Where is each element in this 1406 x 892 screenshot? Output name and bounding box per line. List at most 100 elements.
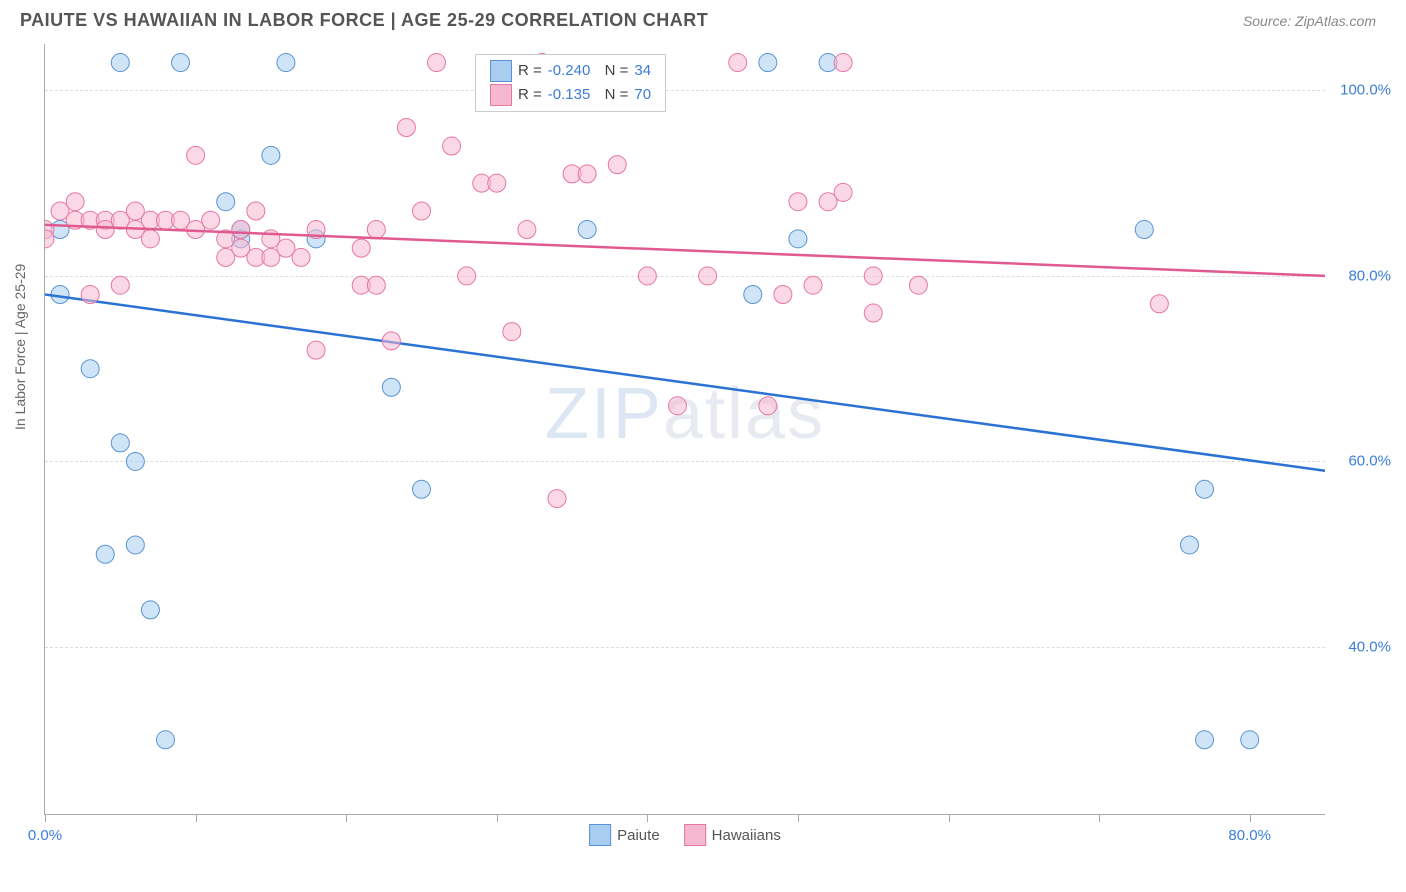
legend-text: N = xyxy=(596,83,628,107)
scatter-point xyxy=(1241,731,1259,749)
scatter-point xyxy=(382,332,400,350)
legend-r-value: -0.135 xyxy=(548,83,591,107)
scatter-point xyxy=(503,323,521,341)
header: PAIUTE VS HAWAIIAN IN LABOR FORCE | AGE … xyxy=(0,0,1406,37)
scatter-point xyxy=(111,276,129,294)
y-tick-label: 80.0% xyxy=(1348,267,1391,284)
scatter-point xyxy=(1196,731,1214,749)
x-tick-label: 0.0% xyxy=(28,827,62,844)
scatter-point xyxy=(367,276,385,294)
scatter-point xyxy=(292,248,310,266)
scatter-point xyxy=(111,434,129,452)
scatter-point xyxy=(81,360,99,378)
correlation-legend: R = -0.240 N = 34R = -0.135 N = 70 xyxy=(475,54,666,112)
scatter-point xyxy=(488,174,506,192)
scatter-point xyxy=(81,285,99,303)
scatter-point xyxy=(1135,221,1153,239)
scatter-point xyxy=(909,276,927,294)
scatter-point xyxy=(518,221,536,239)
x-tick xyxy=(497,814,498,822)
scatter-point xyxy=(638,267,656,285)
scatter-point xyxy=(864,304,882,322)
scatter-point xyxy=(864,267,882,285)
legend-text: N = xyxy=(596,59,628,83)
y-tick-label: 100.0% xyxy=(1340,82,1391,99)
scatter-point xyxy=(397,118,415,136)
x-tick xyxy=(949,814,950,822)
scatter-point xyxy=(111,54,129,72)
series-legend: Paiute Hawaiians xyxy=(589,824,781,846)
y-tick-label: 60.0% xyxy=(1348,453,1391,470)
x-tick xyxy=(196,814,197,822)
scatter-point xyxy=(66,193,84,211)
plot-svg xyxy=(45,44,1325,814)
legend-label: Hawaiians xyxy=(712,827,781,844)
y-tick-label: 40.0% xyxy=(1348,639,1391,656)
scatter-point xyxy=(759,54,777,72)
scatter-point xyxy=(141,601,159,619)
scatter-point xyxy=(834,183,852,201)
scatter-point xyxy=(789,193,807,211)
scatter-point xyxy=(804,276,822,294)
scatter-point xyxy=(262,146,280,164)
scatter-point xyxy=(744,285,762,303)
legend-n-value: 34 xyxy=(634,59,651,83)
scatter-point xyxy=(789,230,807,248)
scatter-point xyxy=(352,239,370,257)
trend-line xyxy=(45,294,1325,470)
scatter-point xyxy=(141,230,159,248)
scatter-point xyxy=(187,146,205,164)
x-tick xyxy=(346,814,347,822)
chart-area: ZIPatlas 40.0%60.0%80.0%100.0%0.0%80.0%R… xyxy=(44,44,1325,815)
scatter-point xyxy=(382,378,400,396)
scatter-point xyxy=(172,54,190,72)
legend-row: R = -0.135 N = 70 xyxy=(490,83,651,107)
scatter-point xyxy=(458,267,476,285)
x-tick xyxy=(798,814,799,822)
legend-row: R = -0.240 N = 34 xyxy=(490,59,651,83)
x-tick xyxy=(1099,814,1100,822)
scatter-point xyxy=(412,480,430,498)
scatter-point xyxy=(367,221,385,239)
x-tick-label: 80.0% xyxy=(1228,827,1271,844)
legend-text: R = xyxy=(518,59,542,83)
legend-n-value: 70 xyxy=(634,83,651,107)
legend-label: Paiute xyxy=(617,827,660,844)
scatter-point xyxy=(126,536,144,554)
scatter-point xyxy=(729,54,747,72)
scatter-point xyxy=(443,137,461,155)
legend-swatch xyxy=(589,824,611,846)
scatter-point xyxy=(307,341,325,359)
scatter-point xyxy=(578,165,596,183)
scatter-point xyxy=(277,54,295,72)
y-axis-label: In Labor Force | Age 25-29 xyxy=(12,264,28,430)
scatter-point xyxy=(548,490,566,508)
scatter-point xyxy=(217,193,235,211)
scatter-point xyxy=(608,156,626,174)
x-tick xyxy=(647,814,648,822)
scatter-point xyxy=(232,221,250,239)
x-tick xyxy=(1250,814,1251,822)
scatter-point xyxy=(1196,480,1214,498)
x-tick xyxy=(45,814,46,822)
scatter-point xyxy=(1180,536,1198,554)
scatter-point xyxy=(699,267,717,285)
scatter-point xyxy=(774,285,792,303)
scatter-point xyxy=(156,731,174,749)
legend-swatch xyxy=(490,60,512,82)
scatter-point xyxy=(759,397,777,415)
scatter-point xyxy=(1150,295,1168,313)
scatter-point xyxy=(578,221,596,239)
legend-item: Hawaiians xyxy=(684,824,781,846)
legend-text: R = xyxy=(518,83,542,107)
scatter-point xyxy=(126,452,144,470)
source-label: Source: ZipAtlas.com xyxy=(1243,13,1376,29)
scatter-point xyxy=(834,54,852,72)
scatter-point xyxy=(202,211,220,229)
scatter-point xyxy=(412,202,430,220)
legend-swatch xyxy=(490,84,512,106)
legend-item: Paiute xyxy=(589,824,660,846)
scatter-point xyxy=(428,54,446,72)
legend-r-value: -0.240 xyxy=(548,59,591,83)
chart-title: PAIUTE VS HAWAIIAN IN LABOR FORCE | AGE … xyxy=(20,10,708,31)
